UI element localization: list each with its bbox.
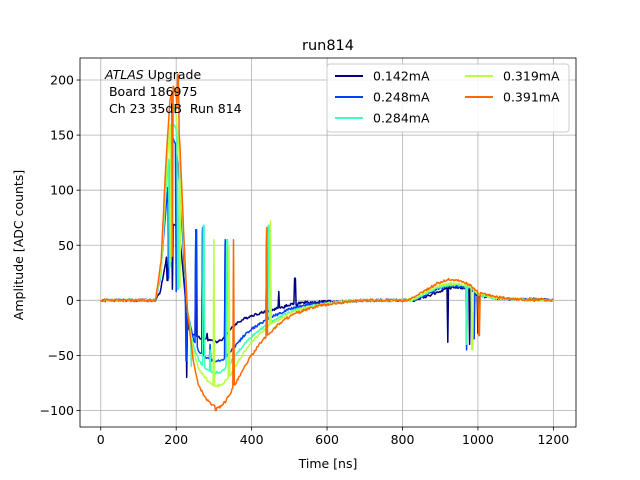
atlas-annotation: ATLAS Upgrade Board 186975 Ch 23 35dB Ru… bbox=[104, 67, 242, 116]
x-tick-label: 200 bbox=[164, 432, 188, 447]
x-tick-label: 400 bbox=[240, 432, 264, 447]
svg-text:ATLAS Upgrade: ATLAS Upgrade bbox=[104, 67, 201, 82]
annotation-italic: ATLAS bbox=[104, 67, 144, 82]
x-tick-label: 1200 bbox=[537, 432, 569, 447]
plot-frame bbox=[79, 57, 577, 428]
y-axis-label: Amplitude [ADC counts] bbox=[11, 170, 26, 320]
legend-label: 0.248mA bbox=[373, 90, 430, 105]
legend-label: 0.142mA bbox=[373, 69, 430, 84]
x-tick-label: 600 bbox=[315, 432, 339, 447]
y-tick-label: 150 bbox=[50, 128, 74, 143]
x-tick-label: 0 bbox=[97, 432, 105, 447]
y-tick-label: −100 bbox=[40, 403, 74, 418]
series-lines bbox=[100, 73, 554, 412]
x-axis-label: Time [ns] bbox=[298, 456, 358, 471]
series-line bbox=[100, 73, 554, 412]
x-tick-label: 800 bbox=[391, 432, 415, 447]
legend-label: 0.391mA bbox=[503, 90, 560, 105]
y-tick-label: −50 bbox=[48, 348, 74, 363]
legend-label: 0.284mA bbox=[373, 111, 430, 126]
annotation-channel: Ch 23 35dB Run 814 bbox=[105, 101, 242, 116]
chart-title: run814 bbox=[302, 38, 354, 54]
legend-label: 0.319mA bbox=[503, 69, 560, 84]
y-tick-label: 200 bbox=[50, 73, 74, 88]
annotation-board: Board 186975 bbox=[105, 84, 197, 99]
x-tick-label: 1000 bbox=[462, 432, 494, 447]
y-tick-label: 50 bbox=[58, 238, 74, 253]
axis-ticks: 0 200 400 600 800 1000 1200 −100 −50 0 50 100 150 200 bbox=[40, 73, 570, 447]
y-tick-label: 100 bbox=[50, 183, 74, 198]
y-tick-label: 0 bbox=[66, 293, 74, 308]
legend: 0.142mA 0.248mA 0.284mA 0.319mA 0.391mA bbox=[326, 63, 570, 133]
annotation-line1: Upgrade bbox=[144, 67, 202, 82]
